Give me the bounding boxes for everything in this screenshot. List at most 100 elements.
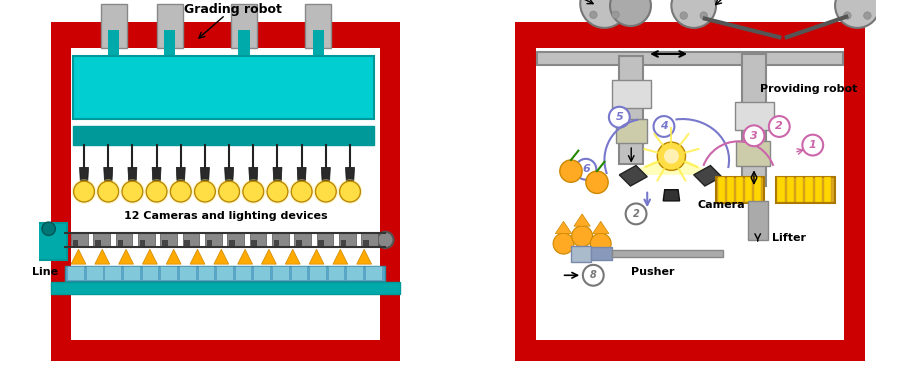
- Bar: [207, 240, 212, 246]
- Bar: [73, 56, 374, 119]
- Bar: [380, 22, 400, 361]
- Text: Pusher: Pusher: [630, 267, 674, 276]
- Circle shape: [219, 181, 239, 202]
- Bar: [95, 240, 101, 246]
- Circle shape: [552, 233, 573, 254]
- Bar: [116, 233, 132, 247]
- Circle shape: [625, 203, 646, 224]
- Bar: [160, 266, 176, 280]
- Bar: [296, 240, 301, 246]
- Text: 1: 1: [808, 140, 816, 150]
- Bar: [742, 54, 766, 186]
- Bar: [515, 22, 535, 361]
- Bar: [309, 266, 325, 280]
- Circle shape: [585, 171, 607, 193]
- Bar: [58, 30, 392, 357]
- Polygon shape: [248, 167, 257, 182]
- Bar: [231, 4, 256, 48]
- Bar: [73, 126, 374, 145]
- Circle shape: [243, 181, 264, 202]
- Bar: [249, 233, 266, 247]
- Polygon shape: [573, 214, 590, 226]
- Polygon shape: [95, 249, 109, 264]
- Bar: [205, 233, 221, 247]
- Circle shape: [377, 232, 393, 248]
- Bar: [140, 240, 145, 246]
- Bar: [786, 177, 793, 202]
- Bar: [813, 177, 822, 202]
- Polygon shape: [128, 167, 137, 182]
- Bar: [615, 119, 647, 143]
- Bar: [795, 177, 802, 202]
- Circle shape: [339, 181, 360, 202]
- Bar: [51, 22, 71, 361]
- Polygon shape: [176, 167, 185, 182]
- Bar: [515, 22, 864, 48]
- Text: Line: Line: [32, 267, 58, 277]
- Bar: [734, 102, 773, 130]
- Polygon shape: [224, 167, 233, 182]
- Bar: [327, 266, 344, 280]
- Bar: [735, 177, 743, 202]
- Polygon shape: [166, 249, 181, 264]
- Bar: [611, 80, 651, 108]
- Bar: [156, 4, 182, 48]
- Polygon shape: [618, 166, 647, 186]
- Bar: [753, 177, 760, 202]
- Bar: [316, 233, 333, 247]
- Circle shape: [315, 181, 335, 202]
- Bar: [183, 233, 199, 247]
- Circle shape: [863, 12, 870, 19]
- Circle shape: [768, 116, 789, 137]
- Bar: [522, 30, 857, 357]
- Circle shape: [42, 222, 55, 235]
- Bar: [777, 177, 784, 202]
- Polygon shape: [190, 249, 205, 264]
- Circle shape: [608, 107, 629, 128]
- Circle shape: [664, 149, 678, 164]
- Circle shape: [194, 181, 215, 202]
- Bar: [775, 177, 834, 203]
- Bar: [715, 177, 764, 203]
- Bar: [346, 266, 363, 280]
- Circle shape: [801, 135, 823, 155]
- Bar: [36, 223, 67, 260]
- Text: Camera: Camera: [697, 200, 744, 209]
- Bar: [312, 30, 323, 67]
- Bar: [71, 233, 87, 247]
- Polygon shape: [555, 221, 571, 234]
- Polygon shape: [592, 221, 608, 234]
- Bar: [717, 177, 724, 202]
- Circle shape: [170, 181, 191, 202]
- Circle shape: [574, 159, 596, 180]
- Circle shape: [609, 0, 651, 26]
- Bar: [101, 4, 127, 48]
- Bar: [361, 233, 378, 247]
- Bar: [234, 266, 251, 280]
- Text: 5: 5: [615, 112, 622, 122]
- Bar: [618, 56, 642, 164]
- Text: 2: 2: [775, 122, 782, 131]
- Text: 4: 4: [659, 122, 667, 131]
- Bar: [216, 266, 233, 280]
- Bar: [591, 247, 611, 260]
- Bar: [537, 52, 842, 65]
- Polygon shape: [321, 167, 330, 182]
- Bar: [726, 177, 733, 202]
- Polygon shape: [285, 249, 300, 264]
- Polygon shape: [119, 249, 133, 264]
- Polygon shape: [297, 167, 306, 182]
- Circle shape: [571, 226, 592, 247]
- Circle shape: [580, 0, 628, 28]
- Bar: [123, 266, 140, 280]
- Bar: [747, 201, 767, 240]
- Circle shape: [652, 116, 674, 137]
- Bar: [365, 266, 381, 280]
- Bar: [85, 266, 103, 280]
- Bar: [138, 233, 154, 247]
- Bar: [571, 246, 591, 262]
- Circle shape: [679, 12, 686, 19]
- Text: 12 Cameras and lighting devices: 12 Cameras and lighting devices: [123, 211, 327, 221]
- Bar: [305, 4, 331, 48]
- Bar: [164, 30, 175, 67]
